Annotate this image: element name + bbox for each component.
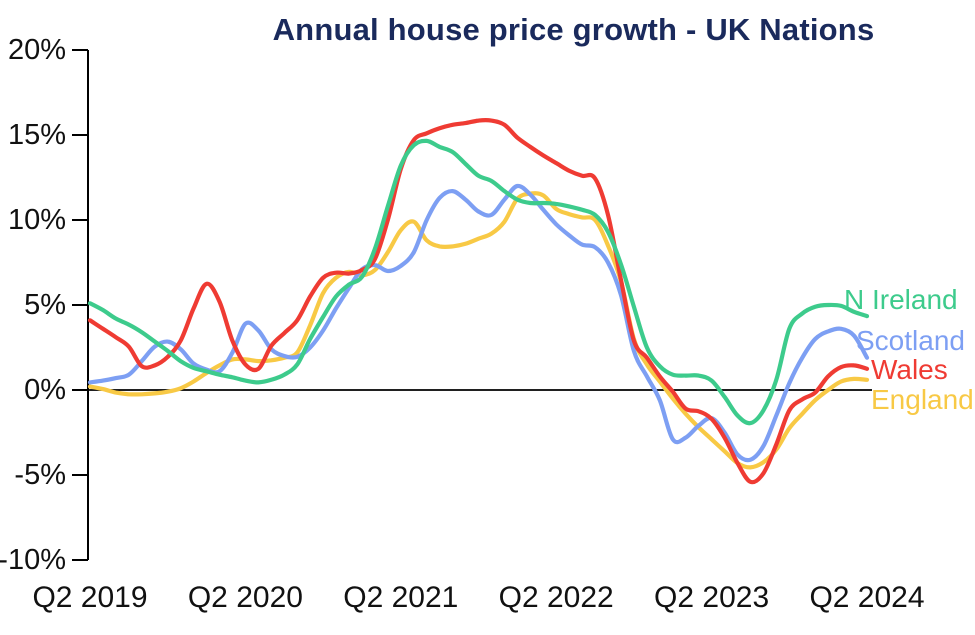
x-axis-label: Q2 2023: [654, 581, 770, 614]
y-axis-label: 20%: [7, 34, 66, 66]
x-axis-label: Q2 2021: [343, 581, 459, 614]
y-axis-label: 15%: [7, 119, 66, 151]
x-axis-label: Q2 2024: [809, 581, 925, 614]
legend-label-england: England: [871, 384, 974, 415]
y-axis-label: -5%: [14, 459, 66, 491]
line-scotland: [87, 183, 870, 463]
line-n-ireland: [87, 138, 870, 426]
y-axis-label: 10%: [7, 204, 66, 236]
y-axis-label: 5%: [24, 289, 66, 321]
x-axis-label: Q2 2019: [32, 581, 148, 614]
y-axis-label: -10%: [0, 544, 66, 576]
legend-label-n-ireland: N Ireland: [844, 284, 958, 315]
legend-label-scotland: Scotland: [856, 325, 965, 356]
y-axis-label: 0%: [24, 374, 66, 406]
line-wales: [87, 118, 870, 485]
line-england: [87, 191, 870, 470]
chart-title: Annual house price growth - UK Nations: [272, 12, 875, 47]
x-axis-label: Q2 2022: [498, 581, 614, 614]
legend-label-wales: Wales: [871, 354, 948, 385]
x-axis-label: Q2 2020: [187, 581, 303, 614]
